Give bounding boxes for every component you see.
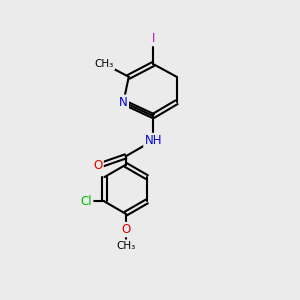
Text: CH₃: CH₃ xyxy=(116,241,135,250)
Text: NH: NH xyxy=(144,134,162,147)
Text: O: O xyxy=(93,159,103,172)
Text: Cl: Cl xyxy=(81,195,92,208)
Text: I: I xyxy=(152,32,155,45)
Text: CH₃: CH₃ xyxy=(95,59,114,69)
Text: O: O xyxy=(121,223,130,236)
Text: N: N xyxy=(119,96,128,109)
